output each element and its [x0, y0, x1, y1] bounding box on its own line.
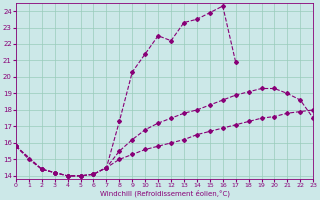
X-axis label: Windchill (Refroidissement éolien,°C): Windchill (Refroidissement éolien,°C): [100, 190, 229, 197]
